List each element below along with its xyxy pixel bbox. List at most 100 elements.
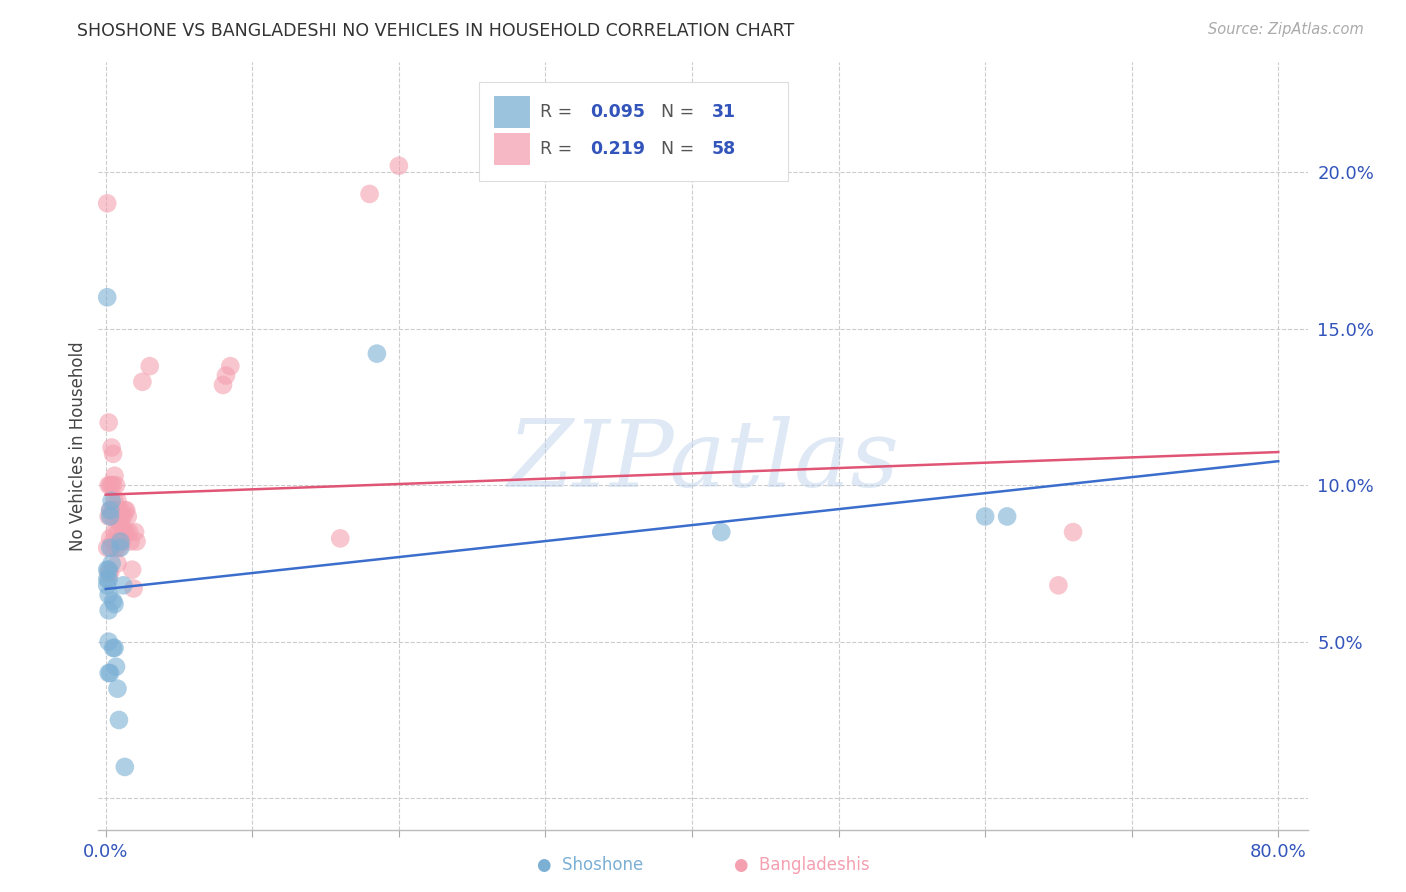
Point [103, 468, 125, 483]
Point [974, 509, 997, 524]
Point [120, 534, 142, 549]
Point [97, 478, 120, 492]
Point [105, 659, 128, 673]
Point [114, 503, 136, 517]
Point [97, 416, 120, 430]
Point [115, 525, 138, 540]
Point [117, 509, 139, 524]
Point [100, 478, 122, 492]
Point [105, 509, 128, 524]
Text: ●  Bangladeshis: ● Bangladeshis [734, 856, 869, 874]
Point [100, 441, 122, 455]
Point [219, 359, 242, 373]
Point [97, 563, 120, 577]
Point [110, 534, 132, 549]
Point [98, 541, 121, 555]
Point [100, 557, 122, 571]
Point [108, 713, 131, 727]
Point [100, 493, 122, 508]
Point [107, 557, 129, 571]
Point [115, 503, 138, 517]
Point [107, 525, 129, 540]
Point [108, 516, 131, 530]
Point [107, 681, 129, 696]
Point [103, 640, 125, 655]
Point [125, 534, 148, 549]
Point [112, 578, 135, 592]
Point [110, 503, 132, 517]
Point [98, 532, 121, 546]
Point [98, 566, 121, 580]
Point [97, 634, 120, 648]
Point [131, 375, 153, 389]
Point [124, 525, 146, 540]
Point [108, 541, 131, 555]
Point [103, 597, 125, 611]
Point [96, 541, 118, 555]
Point [98, 665, 121, 680]
Point [97, 566, 120, 580]
Point [107, 493, 129, 508]
Text: SHOSHONE VS BANGLADESHI NO VEHICLES IN HOUSEHOLD CORRELATION CHART: SHOSHONE VS BANGLADESHI NO VEHICLES IN H… [77, 22, 794, 40]
Text: N =: N = [661, 140, 699, 158]
Point [112, 525, 135, 540]
Text: N =: N = [661, 103, 699, 121]
Point [359, 186, 381, 201]
Text: 0.095: 0.095 [591, 103, 645, 121]
Point [101, 478, 124, 492]
Point [329, 532, 352, 546]
Point [96, 572, 118, 586]
Point [388, 159, 411, 173]
Text: 0.219: 0.219 [591, 140, 645, 158]
Point [110, 534, 132, 549]
Point [98, 503, 121, 517]
Point [110, 516, 132, 530]
Point [96, 578, 118, 592]
Point [110, 541, 132, 555]
Point [100, 541, 122, 555]
Point [105, 541, 128, 555]
Point [97, 588, 120, 602]
Point [212, 378, 235, 392]
Point [97, 572, 120, 586]
Point [97, 509, 120, 524]
Point [710, 525, 733, 540]
Point [101, 447, 124, 461]
Point [995, 509, 1018, 524]
Point [1062, 525, 1084, 540]
Point [101, 534, 124, 549]
Point [118, 525, 141, 540]
Bar [494, 133, 530, 165]
Point [98, 509, 121, 524]
Point [96, 290, 118, 304]
Point [111, 509, 134, 524]
Point [215, 368, 238, 383]
Point [97, 603, 120, 617]
Point [112, 509, 135, 524]
Text: ZIPatlas: ZIPatlas [508, 417, 898, 507]
Point [98, 478, 121, 492]
Point [105, 478, 128, 492]
Point [1047, 578, 1070, 592]
Y-axis label: No Vehicles in Household: No Vehicles in Household [69, 341, 87, 551]
Text: Source: ZipAtlas.com: Source: ZipAtlas.com [1208, 22, 1364, 37]
Text: 58: 58 [711, 140, 735, 158]
Point [101, 640, 124, 655]
Point [101, 594, 124, 608]
Text: 31: 31 [711, 103, 735, 121]
Point [96, 563, 118, 577]
Point [138, 359, 160, 373]
Point [366, 346, 388, 360]
Point [103, 525, 125, 540]
Bar [494, 96, 530, 128]
Text: R =: R = [540, 103, 578, 121]
Point [122, 582, 145, 596]
Point [121, 563, 143, 577]
Point [108, 503, 131, 517]
Point [103, 493, 125, 508]
Point [98, 503, 121, 517]
FancyBboxPatch shape [479, 81, 787, 181]
Text: R =: R = [540, 140, 578, 158]
Point [111, 534, 134, 549]
Point [97, 665, 120, 680]
